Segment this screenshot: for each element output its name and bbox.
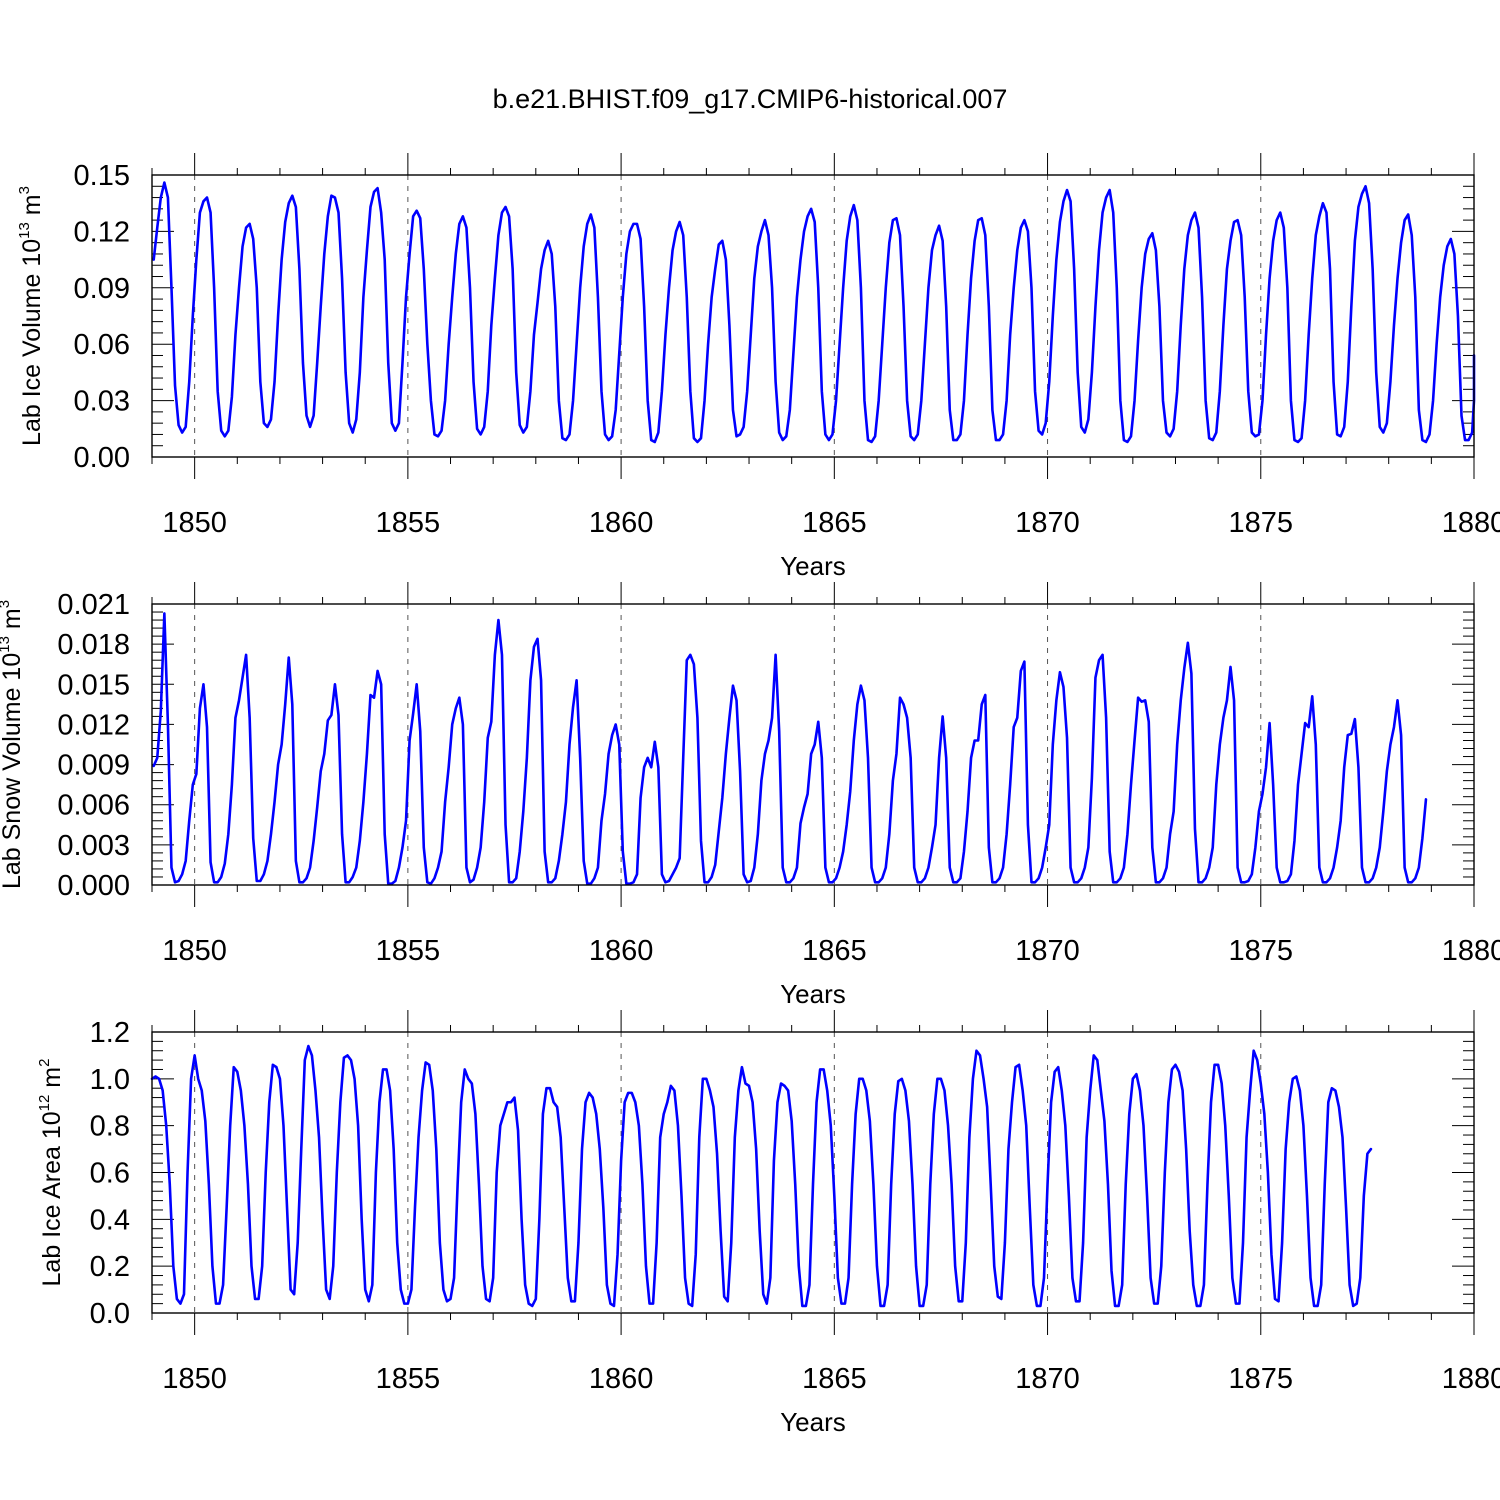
- x-tick-label: 1855: [376, 1363, 441, 1395]
- y-tick-label: 0.0: [90, 1298, 130, 1330]
- x-tick-label: 1865: [802, 935, 867, 967]
- series-line: [152, 181, 1476, 444]
- y-axis-label: Lab Ice Volume 1013 m3: [16, 186, 46, 446]
- x-tick-label: 1855: [376, 507, 441, 539]
- plot-frame: [151, 603, 1475, 886]
- y-tick-label: 0.003: [57, 830, 130, 862]
- x-tick-label: 1860: [589, 935, 654, 967]
- y-axis-label: Lab Snow Volume 1013 m3: [0, 600, 26, 889]
- plot-frame: [151, 174, 1475, 458]
- x-tick-label: 1850: [162, 935, 227, 967]
- y-tick-label: 1.2: [90, 1017, 130, 1049]
- y-tick-label: 0.4: [90, 1204, 130, 1236]
- chart-panel-1: 1850 1855 1860 1865 1870 1875 1880 0.00 0.03 0.06…: [16, 153, 1500, 581]
- x-axis-label: Years: [780, 551, 846, 581]
- y-tick-label: 0.15: [74, 160, 130, 192]
- x-tick-label: 1850: [162, 507, 227, 539]
- x-tick-label: 1870: [1015, 935, 1080, 967]
- plot-frame: [151, 1031, 1475, 1314]
- x-tick-label: 1875: [1229, 507, 1294, 539]
- chart-panel-2: 1850 1855 1860 1865 1870 1875 1880 0.000 0.003 0.…: [0, 582, 1500, 1009]
- x-tick-label: 1875: [1229, 1363, 1294, 1395]
- x-tick-label: 1880: [1442, 1363, 1500, 1395]
- y-tick-label: 0.8: [90, 1111, 130, 1143]
- y-tick-label: 0.015: [57, 669, 130, 701]
- x-tick-label: 1860: [589, 507, 654, 539]
- y-tick-label: 0.012: [57, 709, 130, 741]
- y-tick-label: 0.00: [74, 442, 130, 474]
- x-tick-label: 1880: [1442, 507, 1500, 539]
- chart-panel-3: 1850 1855 1860 1865 1870 1875 1880 0.0 0.2 0.4 0.6…: [36, 1010, 1500, 1437]
- y-tick-label: 1.0: [90, 1064, 130, 1096]
- x-tick-label: 1860: [589, 1363, 654, 1395]
- x-tick-label: 1870: [1015, 1363, 1080, 1395]
- series-line: [150, 1044, 1373, 1308]
- figure-title: b.e21.BHIST.f09_g17.CMIP6-historical.007: [493, 84, 1008, 114]
- y-tick-label: 0.006: [57, 790, 130, 822]
- x-tick-label: 1850: [162, 1363, 227, 1395]
- y-tick-label: 0.09: [74, 273, 130, 305]
- y-axis-label: Lab Ice Area 1012 m2: [36, 1059, 66, 1287]
- x-tick-label: 1865: [802, 507, 867, 539]
- x-tick-label: 1880: [1442, 935, 1500, 967]
- y-tick-label: 0.021: [57, 589, 130, 621]
- y-tick-label: 0.2: [90, 1251, 130, 1283]
- y-tick-label: 0.12: [74, 216, 130, 248]
- y-tick-label: 0.018: [57, 629, 130, 661]
- y-tick-label: 0.009: [57, 750, 130, 782]
- y-tick-label: 0.6: [90, 1158, 130, 1190]
- x-tick-label: 1870: [1015, 507, 1080, 539]
- x-tick-label: 1875: [1229, 935, 1294, 967]
- x-axis-label: Years: [780, 979, 846, 1009]
- y-tick-label: 0.03: [74, 386, 130, 418]
- y-tick-label: 0.06: [74, 329, 130, 361]
- x-axis-label: Years: [780, 1407, 846, 1437]
- x-tick-label: 1855: [376, 935, 441, 967]
- y-tick-label: 0.000: [57, 870, 130, 902]
- series-line: [152, 612, 1428, 885]
- x-tick-label: 1865: [802, 1363, 867, 1395]
